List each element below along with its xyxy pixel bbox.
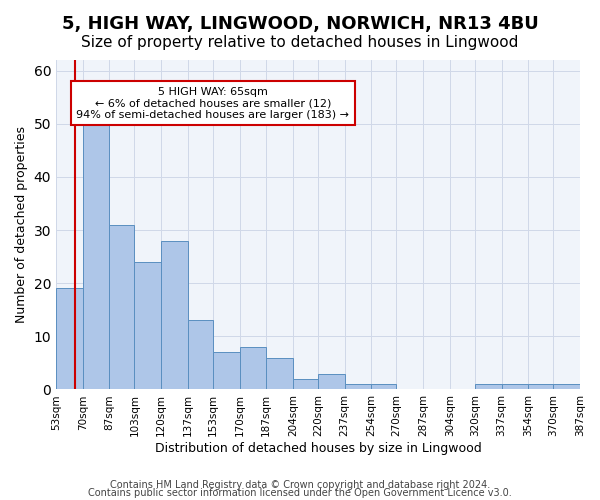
Text: Contains HM Land Registry data © Crown copyright and database right 2024.: Contains HM Land Registry data © Crown c… <box>110 480 490 490</box>
Bar <box>109 224 134 390</box>
X-axis label: Distribution of detached houses by size in Lingwood: Distribution of detached houses by size … <box>155 442 481 455</box>
Bar <box>213 352 239 390</box>
Bar <box>83 124 109 390</box>
Bar <box>475 384 502 390</box>
Text: Contains public sector information licensed under the Open Government Licence v3: Contains public sector information licen… <box>88 488 512 498</box>
Bar <box>502 384 528 390</box>
Bar <box>371 384 397 390</box>
Bar <box>553 384 580 390</box>
Bar <box>528 384 553 390</box>
Text: 5, HIGH WAY, LINGWOOD, NORWICH, NR13 4BU: 5, HIGH WAY, LINGWOOD, NORWICH, NR13 4BU <box>62 15 538 33</box>
Y-axis label: Number of detached properties: Number of detached properties <box>15 126 28 323</box>
Bar <box>293 379 318 390</box>
Text: 5 HIGH WAY: 65sqm
← 6% of detached houses are smaller (12)
94% of semi-detached : 5 HIGH WAY: 65sqm ← 6% of detached house… <box>76 86 349 120</box>
Bar <box>56 288 83 390</box>
Bar <box>318 374 344 390</box>
Bar <box>344 384 371 390</box>
Text: Size of property relative to detached houses in Lingwood: Size of property relative to detached ho… <box>82 35 518 50</box>
Bar <box>134 262 161 390</box>
Bar <box>188 320 213 390</box>
Bar <box>239 347 266 390</box>
Bar <box>161 240 188 390</box>
Bar <box>266 358 293 390</box>
